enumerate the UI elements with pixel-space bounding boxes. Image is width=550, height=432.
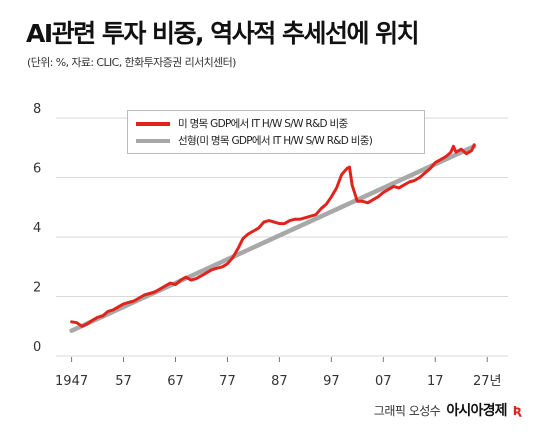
legend-item-trend: 선형(미 명목 GDP에서 IT H/W S/W R&D 비중) <box>136 132 416 149</box>
x-tick-label: 17 <box>427 374 444 389</box>
x-tick-label: 77 <box>219 374 236 389</box>
y-tick-label: 0 <box>33 340 41 355</box>
x-tick-label: 87 <box>271 374 288 389</box>
legend-label-trend: 선형(미 명목 GDP에서 IT H/W S/W R&D 비중) <box>178 135 373 147</box>
legend-item-actual: 미 명목 GDP에서 IT H/W S/W R&D 비중 <box>136 115 416 132</box>
x-tick-label: 97 <box>323 374 340 389</box>
x-tick-label: 07 <box>375 374 392 389</box>
y-tick-label: 8 <box>33 102 41 117</box>
x-tick-label: 67 <box>167 374 184 389</box>
y-tick-label: 4 <box>33 221 41 236</box>
chart-title: AI관련 투자 비중, 역사적 추세선에 위치 <box>26 19 420 48</box>
series-line-actual <box>70 143 476 328</box>
legend-label-actual: 미 명목 GDP에서 IT H/W S/W R&D 비중 <box>178 118 348 130</box>
logo-mark-icon: Ʀ <box>512 404 522 418</box>
x-tick-label: 1947 <box>55 374 88 389</box>
y-axis-ticks: 0 2 4 6 8 <box>33 102 41 355</box>
y-tick-label: 6 <box>33 162 41 177</box>
legend-swatch-trend <box>136 138 170 143</box>
publisher-logo: 아시아경제 <box>446 403 507 419</box>
legend: 미 명목 GDP에서 IT H/W S/W R&D 비중 선형(미 명목 GDP… <box>127 110 425 154</box>
y-tick-label: 2 <box>33 281 41 296</box>
series-line-trend <box>69 144 477 333</box>
credit: 그래픽 오성수 아시아경제 Ʀ <box>374 400 522 420</box>
chart-subtitle: (단위: %, 자료: CLIC, 한화투자증권 리서치센터) <box>27 56 236 69</box>
x-tick-label: 57 <box>115 374 132 389</box>
x-axis-ticks: 1947 57 67 77 87 97 07 17 27년 <box>55 357 501 389</box>
x-tick-label: 27년 <box>473 374 502 389</box>
credit-text: 그래픽 오성수 <box>373 404 441 418</box>
series-lines <box>69 143 477 333</box>
legend-swatch-actual <box>136 121 170 126</box>
